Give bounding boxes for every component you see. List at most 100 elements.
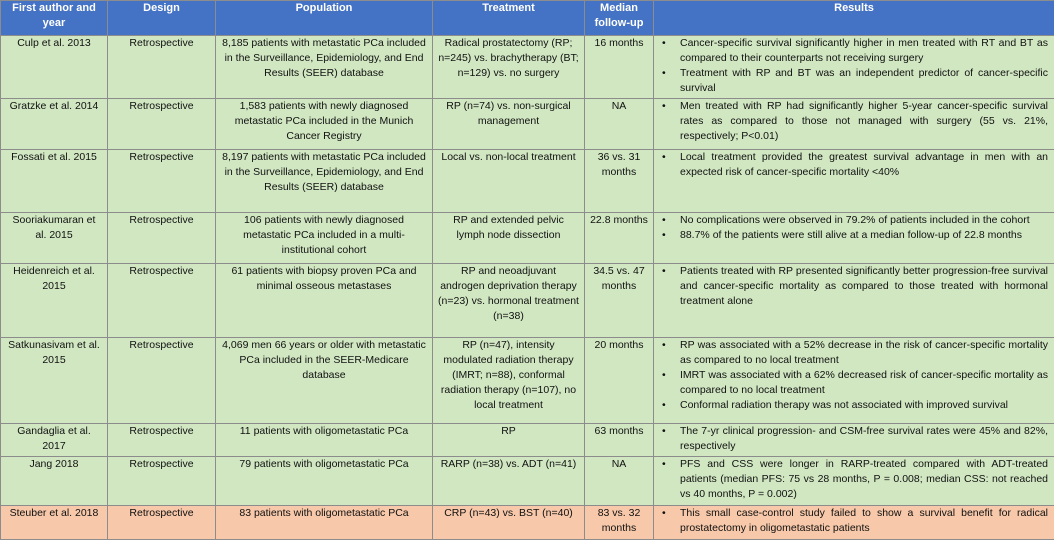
- result-text: Local treatment provided the greatest su…: [680, 150, 1048, 180]
- cell-treatment: RARP (n=38) vs. ADT (n=41): [433, 457, 585, 506]
- bullet-icon: •: [658, 398, 680, 413]
- cell-follow-up: 36 vs. 31 months: [585, 150, 654, 213]
- bullet-icon: •: [658, 457, 680, 502]
- result-bullet-item: •Conformal radiation therapy was not ass…: [658, 398, 1048, 413]
- bullet-icon: •: [658, 36, 680, 66]
- cell-results: •PFS and CSS were longer in RARP-treated…: [654, 457, 1054, 506]
- cell-follow-up: 20 months: [585, 338, 654, 424]
- cell-design: Retrospective: [108, 213, 216, 264]
- cell-author: Culp et al. 2013: [1, 36, 108, 99]
- cell-author: Gandaglia et al. 2017: [1, 424, 108, 457]
- result-text: Patients treated with RP presented signi…: [680, 264, 1048, 309]
- cell-population: 4,069 men 66 years or older with metasta…: [216, 338, 433, 424]
- result-bullet-item: •Men treated with RP had significantly h…: [658, 99, 1048, 144]
- cell-results: •Local treatment provided the greatest s…: [654, 150, 1054, 213]
- cell-results: •RP was associated with a 52% decrease i…: [654, 338, 1054, 424]
- cell-population: 61 patients with biopsy proven PCa and m…: [216, 264, 433, 338]
- result-bullet-item: •Cancer-specific survival significantly …: [658, 36, 1048, 66]
- header-results: Results: [654, 1, 1054, 36]
- cell-treatment: Local vs. non-local treatment: [433, 150, 585, 213]
- result-bullet-item: •RP was associated with a 52% decrease i…: [658, 338, 1048, 368]
- cell-treatment: CRP (n=43) vs. BST (n=40): [433, 506, 585, 540]
- result-bullet-item: •Treatment with RP and BT was an indepen…: [658, 66, 1048, 96]
- cell-author: Sooriakumaran et al. 2015: [1, 213, 108, 264]
- result-bullet-item: •IMRT was associated with a 62% decrease…: [658, 368, 1048, 398]
- header-treatment: Treatment: [433, 1, 585, 36]
- cell-population: 8,185 patients with metastatic PCa inclu…: [216, 36, 433, 99]
- header-author: First author and year: [1, 1, 108, 36]
- cell-results: •Cancer-specific survival significantly …: [654, 36, 1054, 99]
- cell-follow-up: 22.8 months: [585, 213, 654, 264]
- cell-author: Jang 2018: [1, 457, 108, 506]
- result-text: Treatment with RP and BT was an independ…: [680, 66, 1048, 96]
- result-text: RP was associated with a 52% decrease in…: [680, 338, 1048, 368]
- cell-population: 79 patients with oligometastatic PCa: [216, 457, 433, 506]
- header-population: Population: [216, 1, 433, 36]
- cell-results: •Men treated with RP had significantly h…: [654, 99, 1054, 150]
- cell-treatment: RP and extended pelvic lymph node dissec…: [433, 213, 585, 264]
- cell-design: Retrospective: [108, 457, 216, 506]
- bullet-icon: •: [658, 99, 680, 144]
- cell-results: •Patients treated with RP presented sign…: [654, 264, 1054, 338]
- header-row: First author and year Design Population …: [1, 1, 1054, 36]
- cell-design: Retrospective: [108, 424, 216, 457]
- bullet-icon: •: [658, 264, 680, 309]
- cell-population: 83 patients with oligometastatic PCa: [216, 506, 433, 540]
- cell-follow-up: NA: [585, 457, 654, 506]
- result-text: Conformal radiation therapy was not asso…: [680, 398, 1048, 413]
- cell-population: 106 patients with newly diagnosed metast…: [216, 213, 433, 264]
- cell-population: 11 patients with oligometastatic PCa: [216, 424, 433, 457]
- bullet-icon: •: [658, 150, 680, 180]
- result-bullet-item: •Patients treated with RP presented sign…: [658, 264, 1048, 309]
- result-bullet-item: •No complications were observed in 79.2%…: [658, 213, 1048, 228]
- bullet-icon: •: [658, 66, 680, 96]
- cell-author: Fossati et al. 2015: [1, 150, 108, 213]
- result-bullet-item: •88.7% of the patients were still alive …: [658, 228, 1048, 243]
- cell-treatment: RP (n=74) vs. non-surgical management: [433, 99, 585, 150]
- result-bullet-item: •The 7-yr clinical progression- and CSM-…: [658, 424, 1048, 454]
- result-bullet-item: •PFS and CSS were longer in RARP-treated…: [658, 457, 1048, 502]
- cell-treatment: RP and neoadjuvant androgen deprivation …: [433, 264, 585, 338]
- cell-treatment: RP (n=47), intensity modulated radiation…: [433, 338, 585, 424]
- cell-follow-up: NA: [585, 99, 654, 150]
- result-text: The 7-yr clinical progression- and CSM-f…: [680, 424, 1048, 454]
- cell-population: 1,583 patients with newly diagnosed meta…: [216, 99, 433, 150]
- bullet-icon: •: [658, 424, 680, 454]
- cell-population: 8,197 patients with metastatic PCa inclu…: [216, 150, 433, 213]
- cell-author: Satkunasivam et al. 2015: [1, 338, 108, 424]
- result-bullet-item: •This small case-control study failed to…: [658, 506, 1048, 536]
- cell-design: Retrospective: [108, 338, 216, 424]
- cell-design: Retrospective: [108, 506, 216, 540]
- header-follow-up: Median follow-up: [585, 1, 654, 36]
- bullet-icon: •: [658, 368, 680, 398]
- result-bullet-item: •Local treatment provided the greatest s…: [658, 150, 1048, 180]
- cell-results: •This small case-control study failed to…: [654, 506, 1054, 540]
- bullet-icon: •: [658, 506, 680, 536]
- result-text: Cancer-specific survival significantly h…: [680, 36, 1048, 66]
- result-text: Men treated with RP had significantly hi…: [680, 99, 1048, 144]
- cell-author: Gratzke et al. 2014: [1, 99, 108, 150]
- cell-follow-up: 83 vs. 32 months: [585, 506, 654, 540]
- bullet-icon: •: [658, 228, 680, 243]
- cell-follow-up: 16 months: [585, 36, 654, 99]
- cell-results: •No complications were observed in 79.2%…: [654, 213, 1054, 264]
- bullet-icon: •: [658, 213, 680, 228]
- result-text: No complications were observed in 79.2% …: [680, 213, 1048, 228]
- result-text: IMRT was associated with a 62% decreased…: [680, 368, 1048, 398]
- cell-follow-up: 34.5 vs. 47 months: [585, 264, 654, 338]
- cell-author: Heidenreich et al. 2015: [1, 264, 108, 338]
- cell-design: Retrospective: [108, 36, 216, 99]
- cell-treatment: Radical prostatectomy (RP; n=245) vs. br…: [433, 36, 585, 99]
- cell-follow-up: 63 months: [585, 424, 654, 457]
- bullet-icon: •: [658, 338, 680, 368]
